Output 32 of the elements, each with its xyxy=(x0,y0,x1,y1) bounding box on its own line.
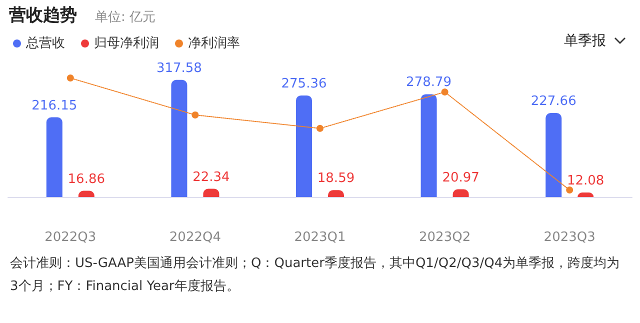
data-label: 275.36 xyxy=(281,76,327,92)
data-label: 20.97 xyxy=(442,170,480,186)
point xyxy=(192,111,199,118)
data-label: 227.66 xyxy=(530,94,576,110)
data-label: 317.58 xyxy=(156,60,202,76)
data-label: 18.59 xyxy=(317,171,355,186)
point xyxy=(66,74,74,82)
point xyxy=(566,186,574,194)
data-label: 16.86 xyxy=(68,172,106,187)
x-tick-label: 2022Q4 xyxy=(169,230,221,245)
bar xyxy=(171,80,188,197)
data-label: 216.15 xyxy=(32,98,78,114)
x-tick-label: 2022Q3 xyxy=(44,230,96,245)
legend-label: 归母净利润 xyxy=(94,36,159,51)
point xyxy=(316,124,324,132)
bar xyxy=(546,113,562,197)
legend-label: 总营收 xyxy=(25,36,65,51)
data-label: 22.34 xyxy=(192,170,230,185)
chart-title: 营收趋势 xyxy=(8,6,77,26)
text: 单季报 xyxy=(564,32,606,50)
x-tick-label: 2023Q3 xyxy=(544,230,596,245)
legend-label: 净利润率 xyxy=(188,35,240,51)
data-label: 278.79 xyxy=(406,75,452,90)
bar xyxy=(46,117,62,197)
bar xyxy=(296,95,312,197)
chart-subtitle: 单位: 亿元 xyxy=(95,10,156,25)
x-tick-label: 2023Q2 xyxy=(419,230,471,245)
bar xyxy=(420,94,437,197)
x-tick-label: 2023Q1 xyxy=(294,230,346,245)
data-label: 12.08 xyxy=(566,174,604,189)
point xyxy=(441,88,448,96)
text: 会计准则：US-GAAP美国通用会计准则；Q：Quarter季度报告，其中Q1/Q2/Q3/Q4为单季报，跨度均为3个月；FY：Financial Year年度报告。 xyxy=(10,255,620,296)
